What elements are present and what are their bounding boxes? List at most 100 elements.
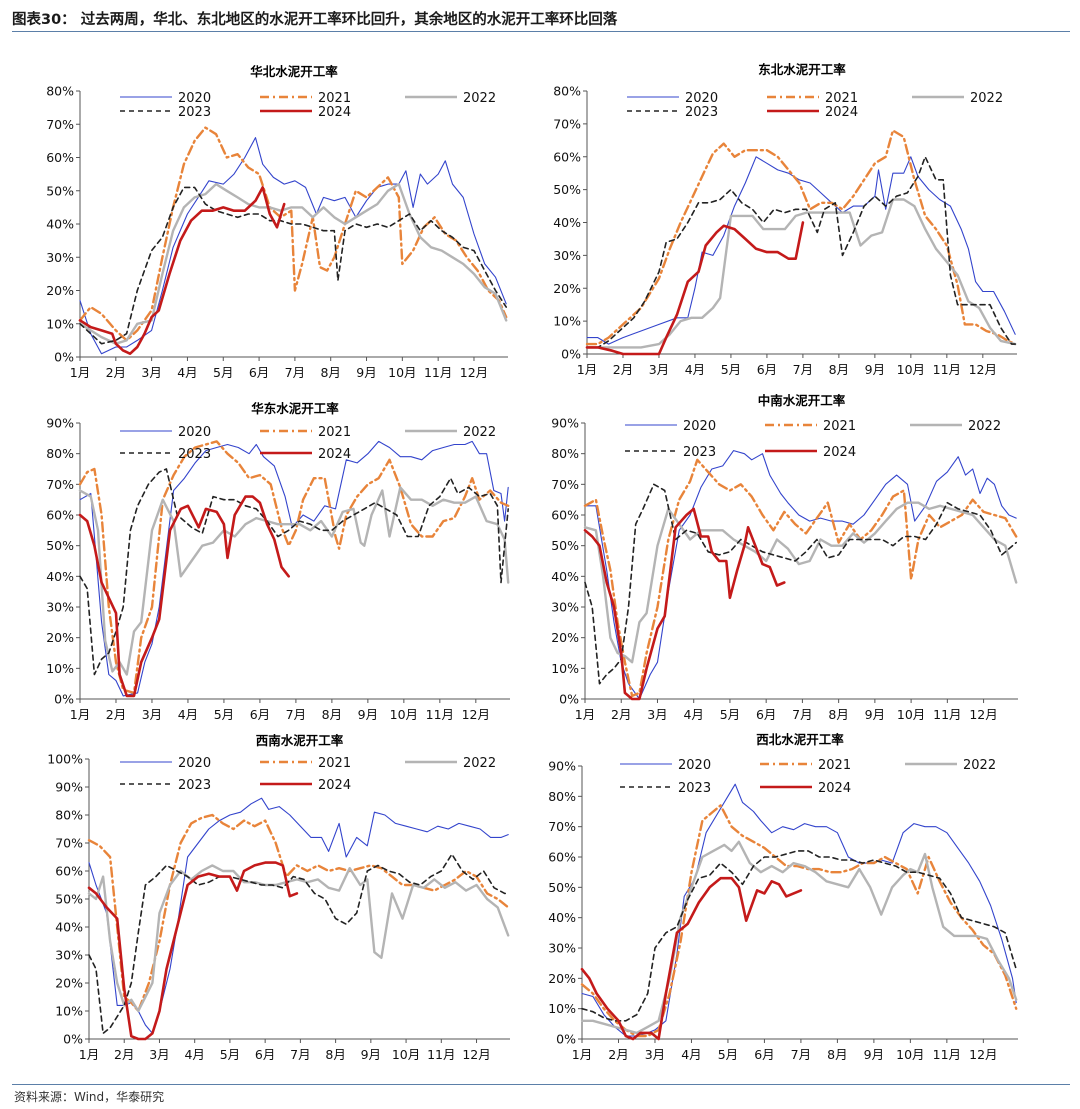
legend-item-2023: 2023: [120, 778, 211, 793]
x-tick-label: 8月: [325, 1047, 345, 1062]
x-tick-label: 2月: [106, 707, 126, 722]
y-tick-label: 50%: [551, 538, 579, 553]
x-tick-label: 7月: [285, 365, 305, 380]
y-tick-label: 80%: [46, 446, 74, 461]
y-tick-label: 30%: [46, 600, 74, 615]
x-tick-label: 4月: [681, 1047, 701, 1062]
x-tick-label: 6月: [754, 1047, 774, 1062]
y-tick-label: 10%: [46, 316, 74, 331]
legend-item-2021: 2021: [260, 756, 351, 771]
y-tick-label: 40%: [55, 920, 83, 935]
y-tick-label: 20%: [55, 976, 83, 991]
legend-item-2021: 2021: [260, 91, 351, 106]
x-tick-label: 8月: [828, 707, 848, 722]
x-tick-label: 7月: [791, 1047, 811, 1062]
x-tick-label: 6月: [250, 707, 270, 722]
x-tick-label: 10月: [388, 365, 416, 380]
series-line-2022: [585, 198, 1017, 349]
y-tick-label: 40%: [46, 217, 74, 232]
series-line-2020: [79, 137, 507, 355]
x-tick-label: 12月: [462, 707, 490, 722]
y-tick-label: 100%: [47, 752, 83, 767]
x-tick-label: 10月: [897, 362, 925, 377]
x-tick-label: 9月: [865, 707, 885, 722]
x-tick-label: 9月: [356, 365, 376, 380]
x-tick-label: 3月: [645, 1047, 665, 1062]
legend-label: 2022: [463, 425, 496, 440]
legend-item-2024: 2024: [767, 105, 858, 120]
x-tick-label: 11月: [933, 1047, 961, 1062]
y-tick-label: 50%: [553, 182, 581, 197]
x-tick-label: 2月: [613, 362, 633, 377]
legend-label: 2021: [825, 91, 858, 106]
series-line-2022: [583, 501, 1018, 664]
x-tick-label: 7月: [286, 707, 306, 722]
chart-title: 华北水泥开工率: [250, 64, 338, 79]
chart-title: 西南水泥开工率: [256, 733, 344, 748]
x-tick-label: 9月: [864, 1047, 884, 1062]
legend-item-2024: 2024: [760, 781, 851, 796]
legend-item-2024: 2024: [260, 105, 351, 120]
series-line-2024: [87, 861, 299, 1041]
y-tick-label: 80%: [55, 808, 83, 823]
legend-item-2020: 2020: [620, 758, 711, 773]
y-tick-label: 30%: [46, 250, 74, 265]
legend-item-2021: 2021: [760, 758, 851, 773]
legend-label: 2022: [968, 419, 1001, 434]
y-tick-label: 0%: [556, 1032, 576, 1047]
x-tick-label: 2月: [106, 365, 126, 380]
source-note: 资料来源：Wind，华泰研究: [14, 1090, 165, 1104]
legend-label: 2023: [178, 778, 211, 793]
legend-label: 2021: [318, 756, 351, 771]
series-line-2023: [581, 850, 1017, 1022]
legend-label: 2023: [178, 105, 211, 120]
y-tick-label: 60%: [551, 508, 579, 523]
x-tick-label: 8月: [827, 1047, 847, 1062]
x-tick-label: 10月: [896, 1047, 924, 1062]
x-tick-label: 5月: [720, 707, 740, 722]
x-tick-label: 12月: [460, 365, 488, 380]
x-tick-label: 2月: [114, 1047, 134, 1062]
y-tick-label: 60%: [46, 150, 74, 165]
legend-label: 2020: [678, 758, 711, 773]
x-tick-label: 8月: [320, 365, 340, 380]
x-tick-label: 3月: [649, 362, 669, 377]
y-tick-label: 80%: [553, 84, 581, 99]
series-line-2022: [580, 840, 1018, 1035]
chart-title: 西北水泥开工率: [756, 732, 844, 747]
y-tick-label: 50%: [548, 880, 576, 895]
series-line-2021: [78, 440, 510, 695]
legend-label: 2022: [463, 756, 496, 771]
x-tick-label: 5月: [220, 1047, 240, 1062]
legend-label: 2020: [178, 425, 211, 440]
legend-item-2023: 2023: [620, 781, 711, 796]
x-tick-label: 4月: [683, 707, 703, 722]
y-tick-label: 0%: [63, 1032, 83, 1047]
x-tick-label: 10月: [392, 1047, 420, 1062]
y-tick-label: 10%: [46, 661, 74, 676]
x-tick-label: 3月: [141, 365, 161, 380]
x-tick-label: 6月: [756, 707, 776, 722]
series-line-2021: [78, 126, 508, 342]
x-tick-label: 11月: [427, 1047, 455, 1062]
x-tick-label: 6月: [757, 362, 777, 377]
legend-item-2024: 2024: [260, 447, 351, 462]
legend-item-2022: 2022: [910, 419, 1001, 434]
series-line-2023: [584, 483, 1017, 685]
legend-label: 2023: [178, 447, 211, 462]
legend-label: 2024: [318, 778, 351, 793]
y-tick-label: 20%: [548, 971, 576, 986]
x-tick-label: 8月: [322, 707, 342, 722]
x-tick-label: 11月: [424, 365, 452, 380]
legend-label: 2023: [683, 445, 716, 460]
legend-item-2023: 2023: [120, 447, 211, 462]
legend-label: 2020: [178, 756, 211, 771]
y-tick-label: 0%: [559, 692, 579, 707]
legend-label: 2022: [970, 91, 1003, 106]
series-line-2020: [584, 450, 1017, 700]
legend-label: 2021: [823, 419, 856, 434]
y-tick-label: 80%: [551, 446, 579, 461]
y-tick-label: 60%: [55, 864, 83, 879]
figure-title: 图表30： 过去两周，华北、东北地区的水泥开工率环比回升，其余地区的水泥开工率环…: [12, 12, 618, 28]
